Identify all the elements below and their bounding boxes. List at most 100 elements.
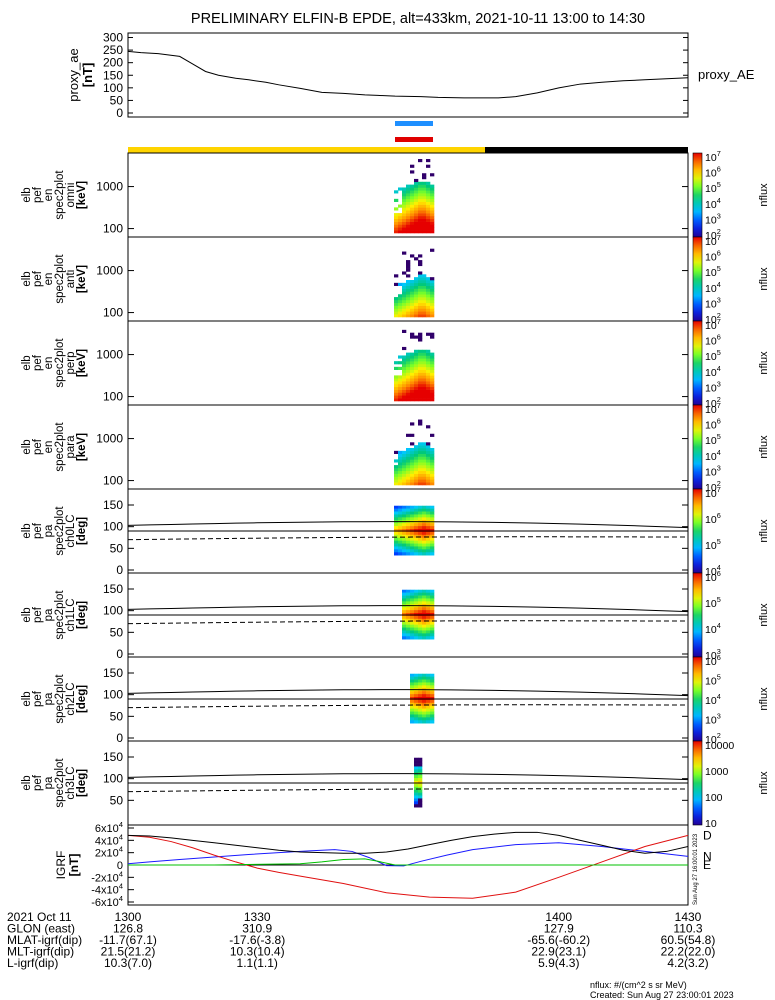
heatmap-cell [418,369,423,373]
heatmap-cell [422,711,427,715]
heatmap-cell [406,291,411,295]
heatmap-cell [410,479,415,483]
heatmap-cell [418,201,423,205]
heatmap-cell [430,714,435,718]
heatmap-cell [430,624,435,628]
heatmap-cell [430,717,435,721]
heatmap-cell [414,804,419,808]
heatmap-cell [418,224,423,228]
marker-blue [395,121,433,126]
heatmap-cell [422,277,427,281]
heatmap-cell [414,705,419,709]
heatmap-cell [426,514,431,518]
colorbar-strip [692,740,703,826]
heatmap-cell [422,543,427,547]
heatmap-cell [410,369,415,373]
heatmap-cell [422,381,427,385]
colorbar-label: nflux [758,351,770,375]
ylabel-line: [nT] [80,63,95,88]
heatmap-cell [398,302,403,306]
heatmap-cell [414,335,419,339]
heatmap-cell [418,314,423,318]
heatmap-cell [426,311,431,315]
heatmap-cell [426,358,431,362]
heatmap-cell [410,708,415,712]
heatmap-cell [426,714,431,718]
heatmap-cell [418,508,423,512]
heatmap-cell [426,682,431,686]
heatmap-cell [430,552,435,556]
colorbar-tick: 104 [705,364,721,379]
heatmap-cell [398,294,403,298]
heatmap-cell [414,204,419,208]
heatmap-cell [398,392,403,396]
heatmap-cell [398,505,403,509]
heatmap-cell [394,511,399,515]
heatmap-cell [426,442,431,446]
heatmap-cell [418,511,423,515]
heatmap-cell [410,705,415,709]
colorbar-strip [692,152,703,238]
colorbar-tick: 102 [705,479,721,494]
plot-title: PRELIMINARY ELFIN-B EPDE, alt=433km, 202… [191,11,645,27]
heatmap-cell [418,546,423,550]
heatmap-cell [418,308,423,312]
heatmap-cell [418,778,423,782]
heatmap-cell [410,375,415,379]
heatmap-cell [418,335,423,339]
panel-ylabel: elb pef en spec2plot perp [keV] [21,338,88,388]
heatmap-cell [402,378,407,382]
heatmap-cell [410,462,415,466]
heatmap-cell [406,508,411,512]
heatmap-cell [422,364,427,368]
heatmap-cell [406,459,411,463]
heatmap-cell [430,201,435,205]
heatmap-cell [410,193,415,197]
heatmap-cell [422,511,427,515]
ylabel-line: pef [32,606,44,623]
status-bar-black [485,147,688,153]
heatmap-cell [414,592,419,596]
heatmap-cell [422,624,427,628]
heatmap-cell [418,159,423,163]
heatmap-cell [402,311,407,315]
heatmap-cell [414,294,419,298]
heatmap-cell [402,398,407,402]
heatmap-cell [406,378,411,382]
panel-ylabel: elb pef pa spec2plot ch1LC [deg] [21,590,88,640]
heatmap-cell [406,531,411,536]
footer-value: 126.8 [113,922,143,936]
heatmap-cell [422,204,427,208]
heatmap-cell [422,610,427,614]
heatmap-cell [430,193,435,197]
heatmap-cell [394,230,399,234]
heatmap-cell [430,204,435,208]
heatmap-cell [414,453,419,457]
ytick-group: 100 1000 [96,180,688,236]
heatmap-cell [422,305,427,309]
heatmap-cell [398,314,403,318]
heatmap-cell [430,540,435,544]
heatmap-cell [402,386,407,390]
heatmap-cell [426,673,431,677]
heatmap-cell [430,462,435,466]
heatmap-cell [430,598,435,602]
ylabel-line: omni [65,183,77,208]
heatmap-cell [394,476,399,480]
heatmap-cell [418,271,423,275]
heatmap-cell [406,366,411,370]
heatmap-cell [402,364,407,368]
heatmap-cell [430,699,435,704]
heatmap-cell [430,395,435,399]
heatmap-cell [426,694,431,698]
heatmap-cell [406,514,411,518]
heatmap-cell [418,181,423,185]
heatmap-cell [418,221,423,225]
heatmap-cell [422,627,427,631]
heatmap-cell [426,537,431,541]
heatmap-cell [414,196,419,200]
heatmap-cell [414,459,419,463]
heatmap-cell [402,537,407,541]
